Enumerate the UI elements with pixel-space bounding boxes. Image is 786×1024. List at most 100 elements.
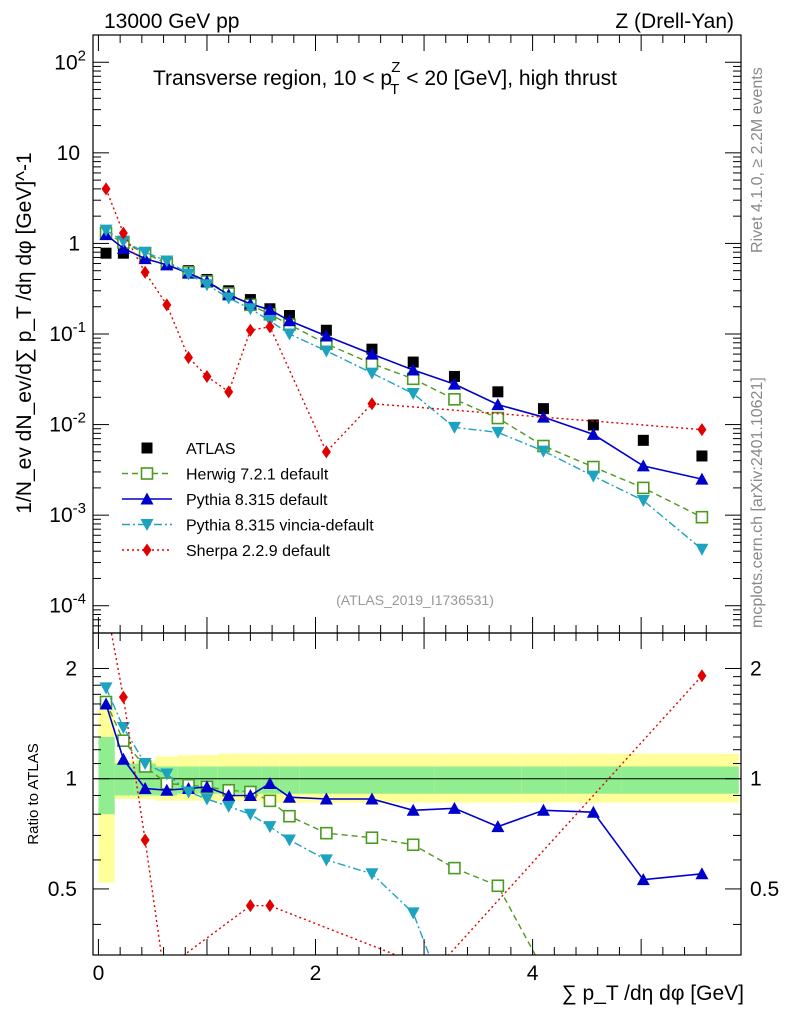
main-point-herwig-18 — [695, 510, 709, 524]
ratio-point-pythia-14 — [491, 820, 505, 833]
ratio-data-marks — [99, 598, 709, 977]
ratio-point-vincia-8 — [263, 821, 277, 834]
ratio-ytick-label-r-1: 1 — [750, 768, 762, 791]
band-inner-14 — [473, 766, 522, 794]
ratio-point-sherpa-1 — [118, 690, 128, 704]
ratio-frame — [92, 632, 742, 956]
main-point-sherpa-2 — [140, 265, 150, 279]
ratio-point-pythia-17 — [636, 873, 650, 886]
main-x-ticks — [97, 35, 707, 633]
ratio-point-pythia-18 — [695, 867, 709, 880]
main-point-vincia-14 — [491, 426, 505, 439]
main-point-atlas-14 — [492, 386, 504, 398]
ratio-point-sherpa-7 — [697, 669, 707, 683]
main-point-vincia-2 — [138, 246, 152, 259]
main-point-vincia-4 — [182, 268, 196, 281]
band-inner-0 — [98, 736, 115, 815]
ratio-point-pythia-0 — [99, 697, 113, 710]
ratio-ytick-label-r-0.5: 0.5 — [750, 878, 779, 901]
band-inner-17 — [621, 766, 666, 794]
band-inner-15 — [521, 766, 566, 794]
ratio-point-herwig-15 — [538, 965, 549, 976]
main-ytick-label-3: 10-1 — [49, 319, 86, 346]
ratio-point-sherpa-5 — [265, 899, 275, 913]
main-ytick-label-2: 10-2 — [49, 410, 86, 437]
main-line-sherpa — [105, 188, 702, 454]
main-point-herwig-14 — [491, 411, 505, 425]
main-point-atlas-13 — [448, 370, 460, 382]
x-tick-label-0: 0 — [93, 962, 105, 985]
main-point-pythia-1 — [116, 241, 130, 254]
header-left: 13000 GeV pp — [104, 10, 239, 33]
main-point-vincia-5 — [200, 279, 214, 292]
ratio-point-sherpa-0 — [102, 598, 111, 611]
main-ytick-label-6: 102 — [54, 47, 86, 74]
ratio-point-vincia-0 — [99, 682, 113, 695]
main-point-vincia-6 — [222, 292, 236, 305]
ratio-line-vincia — [105, 687, 430, 955]
ratio-point-pythia-9 — [282, 790, 296, 803]
ratio-point-pythia-13 — [447, 801, 461, 814]
ratio-series-vincia — [99, 682, 430, 955]
main-point-vincia-12 — [406, 388, 420, 401]
ratio-point-vincia-5 — [200, 793, 214, 806]
ratio-point-herwig-11 — [365, 831, 379, 845]
main-point-vincia-17 — [636, 495, 650, 508]
ratio-point-herwig-9 — [283, 809, 296, 823]
main-title: Transverse region, 10 < pTZ < 20 [GeV], … — [153, 59, 617, 98]
x-tick-label-2: 2 — [310, 962, 322, 985]
legend-label-vincia: Pythia 8.315 vincia-default — [186, 518, 374, 535]
ratio-point-pythia-1 — [116, 752, 130, 765]
band-inner-1 — [114, 763, 135, 796]
main-point-atlas-16 — [587, 419, 599, 431]
main-point-pythia-8 — [263, 303, 277, 316]
ratio-point-pythia-15 — [536, 803, 550, 816]
band-inner-12 — [391, 766, 435, 794]
legend-label-pythia: Pythia 8.315 default — [186, 492, 328, 509]
ratio-point-vincia-7 — [243, 808, 257, 821]
analysis-id: (ATLAS_2019_I1736531) — [336, 592, 494, 608]
main-point-sherpa-0 — [101, 182, 111, 196]
header-right: Z (Drell-Yan) — [615, 10, 734, 33]
ratio-point-herwig-12 — [406, 838, 420, 852]
main-point-sherpa-6 — [224, 385, 234, 399]
ratio-point-vincia-9 — [282, 834, 296, 847]
legend-item-vincia: Pythia 8.315 vincia-default — [122, 518, 374, 535]
main-point-atlas-12 — [407, 356, 419, 368]
main-point-vincia-1 — [116, 235, 130, 248]
main-series-atlas — [100, 247, 708, 462]
band-inner-11 — [353, 766, 392, 794]
band-inner-9 — [279, 766, 300, 794]
ratio-point-pythia-6 — [222, 788, 236, 801]
ratio-point-sherpa-6 — [430, 964, 439, 977]
main-point-sherpa-11 — [697, 423, 707, 437]
legend-item-atlas: ATLAS — [141, 441, 236, 458]
main-point-vincia-9 — [282, 328, 296, 341]
main-ytick-label-5: 10 — [57, 142, 80, 165]
band-inner-18 — [665, 766, 739, 794]
main-point-pythia-13 — [447, 377, 461, 390]
legend: ATLAS Herwig 7.2.1 default Pythia 8.315 de… — [122, 441, 374, 560]
main-point-pythia-9 — [282, 314, 296, 327]
ratio-point-vincia-12 — [406, 907, 420, 920]
main-point-atlas-0 — [100, 247, 112, 259]
ratio-point-herwig-14 — [491, 879, 505, 893]
legend-marker-sherpa — [142, 543, 152, 557]
ratio-point-vincia-3 — [160, 768, 174, 781]
legend-label-herwig: Herwig 7.2.1 default — [186, 467, 329, 484]
main-point-herwig-17 — [637, 481, 650, 495]
main-panel: 10-4 10-3 10-2 10-1 1 10 102 Transverse region… — [13, 34, 742, 634]
main-point-sherpa-4 — [184, 351, 194, 365]
main-point-vincia-7 — [243, 303, 257, 316]
ratio-point-pythia-2 — [138, 782, 152, 795]
main-ytick-label-4: 1 — [68, 232, 80, 255]
ratio-series-pythia — [99, 697, 709, 886]
ratio-point-pythia-16 — [586, 805, 600, 818]
main-point-vincia-15 — [536, 445, 550, 458]
main-point-herwig-13 — [448, 393, 461, 406]
main-point-sherpa-9 — [321, 445, 331, 459]
main-point-atlas-17 — [637, 434, 649, 446]
main-point-vincia-0 — [99, 224, 113, 237]
ratio-point-pythia-3 — [160, 783, 174, 796]
